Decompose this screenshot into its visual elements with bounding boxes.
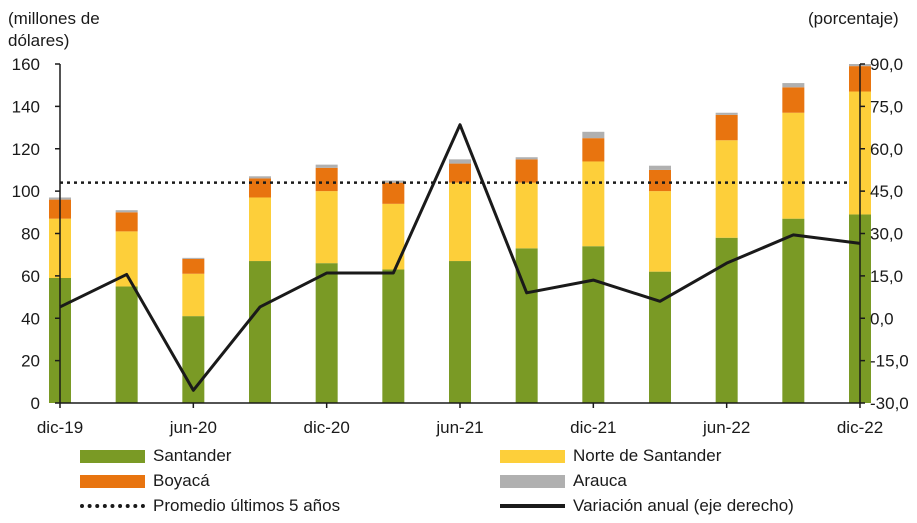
bar-arauca-9 [649, 165, 671, 170]
x-tick-label-2: dic-20 [304, 418, 350, 437]
bar-arauca-7 [515, 157, 538, 160]
chart-plot: 0 20 40 60 80 100 120 140 160 -30,0 -15,0 0,0 15,0 30… [12, 55, 909, 437]
bar-boyac--5 [382, 182, 405, 204]
x-tick-label-5: jun-22 [702, 418, 750, 437]
right-tick-label-8: 90,0 [870, 55, 903, 74]
legend-label-santander: Santander [153, 446, 232, 465]
right-tick-label-3: 15,0 [870, 267, 903, 286]
bar-norte-de-santander-11 [782, 112, 805, 219]
bar-boyac--8 [582, 138, 605, 162]
x-tick-label-1: jun-20 [169, 418, 217, 437]
left-tick-label-0: 0 [31, 394, 40, 413]
bar-boyac--9 [649, 169, 671, 192]
bar-norte-de-santander-4 [315, 191, 338, 264]
legend-item-norte-de-santander: Norte de Santander [500, 444, 721, 468]
bar-norte-de-santander-3 [249, 197, 271, 262]
right-tick-label-2: 0,0 [870, 309, 894, 328]
bar-boyac--6 [449, 163, 471, 183]
bar-arauca-8 [582, 131, 605, 139]
bar-santander-1 [115, 286, 138, 403]
bar-arauca-5 [382, 180, 405, 183]
bar-arauca-4 [315, 164, 338, 168]
bar-santander-7 [515, 248, 538, 403]
legend-item-variacion: Variación anual (eje derecho) [500, 494, 794, 518]
bar-boyac--1 [115, 212, 138, 232]
right-tick-label-4: 30,0 [870, 225, 903, 244]
legend-label-promedio: Promedio últimos 5 años [153, 496, 341, 515]
bar-norte-de-santander-1 [115, 231, 138, 287]
bar-arauca-11 [782, 83, 805, 88]
bar-norte-de-santander-9 [649, 191, 671, 272]
legend-label-boyaca: Boyacá [153, 471, 210, 490]
x-tick-label-3: jun-21 [435, 418, 483, 437]
left-tick-label-7: 140 [12, 97, 40, 116]
bar-arauca-2 [182, 257, 205, 259]
bar-arauca-10 [715, 112, 738, 115]
legend-swatch-promedio [80, 504, 145, 508]
bar-arauca-3 [249, 176, 271, 179]
bar-boyac--3 [249, 178, 271, 198]
bar-santander-4 [315, 263, 338, 403]
right-tick-label-1: -15,0 [870, 352, 909, 371]
left-tick-label-4: 80 [21, 225, 40, 244]
bar-norte-de-santander-7 [515, 182, 538, 249]
bar-boyac--11 [782, 87, 805, 113]
right-tick-label-5: 45,0 [870, 182, 903, 201]
bar-norte-de-santander-5 [382, 203, 405, 270]
legend-swatch-santander [80, 449, 145, 463]
legend-item-santander: Santander [80, 444, 231, 468]
bar-santander-3 [249, 261, 271, 403]
right-tick-label-7: 75,0 [870, 97, 903, 116]
left-tick-label-2: 40 [21, 309, 40, 328]
bar-norte-de-santander-6 [449, 182, 471, 262]
legend: Santander Norte de Santander Boyacá Arau… [0, 440, 917, 523]
legend-swatch-arauca [500, 474, 565, 488]
bar-santander-10 [715, 237, 738, 403]
bar-boyac--4 [315, 167, 338, 192]
left-tick-label-6: 120 [12, 140, 40, 159]
bar-norte-de-santander-2 [182, 273, 205, 317]
left-tick-label-5: 100 [12, 182, 40, 201]
legend-swatch-norte-de-santander [500, 449, 565, 463]
bar-santander-6 [449, 261, 471, 403]
bar-santander-9 [649, 271, 671, 403]
bar-santander-8 [582, 246, 605, 403]
x-tick-label-0: dic-19 [37, 418, 83, 437]
left-tick-label-1: 20 [21, 352, 40, 371]
right-axis-unit-label: (porcentaje) [808, 9, 899, 28]
legend-swatch-boyaca [80, 474, 145, 488]
bar-boyac--7 [515, 159, 538, 183]
legend-item-arauca: Arauca [500, 469, 627, 493]
left-axis-unit-label: (millones de dólares) [8, 9, 100, 50]
legend-label-arauca: Arauca [573, 471, 627, 490]
left-tick-label-3: 60 [21, 267, 40, 286]
right-tick-label-6: 60,0 [870, 140, 903, 159]
variation-line [59, 123, 861, 392]
bar-arauca-6 [449, 159, 471, 164]
legend-item-boyaca: Boyacá [80, 469, 210, 493]
bar-santander-11 [782, 218, 805, 403]
bar-arauca-1 [115, 210, 138, 213]
bar-boyac--10 [715, 114, 738, 141]
legend-item-promedio: Promedio últimos 5 años [80, 494, 340, 518]
right-tick-label-0: -30,0 [870, 394, 909, 413]
legend-label-norte-de-santander: Norte de Santander [573, 446, 722, 465]
bar-boyac--2 [182, 258, 205, 274]
bar-norte-de-santander-8 [582, 161, 605, 247]
x-tick-label-4: dic-21 [570, 418, 616, 437]
bar-santander-5 [382, 269, 405, 403]
bar-norte-de-santander-10 [715, 140, 738, 238]
left-tick-label-8: 160 [12, 55, 40, 74]
legend-label-variacion: Variación anual (eje derecho) [573, 496, 794, 515]
x-tick-label-6: dic-22 [837, 418, 883, 437]
legend-swatch-variacion [500, 504, 565, 508]
